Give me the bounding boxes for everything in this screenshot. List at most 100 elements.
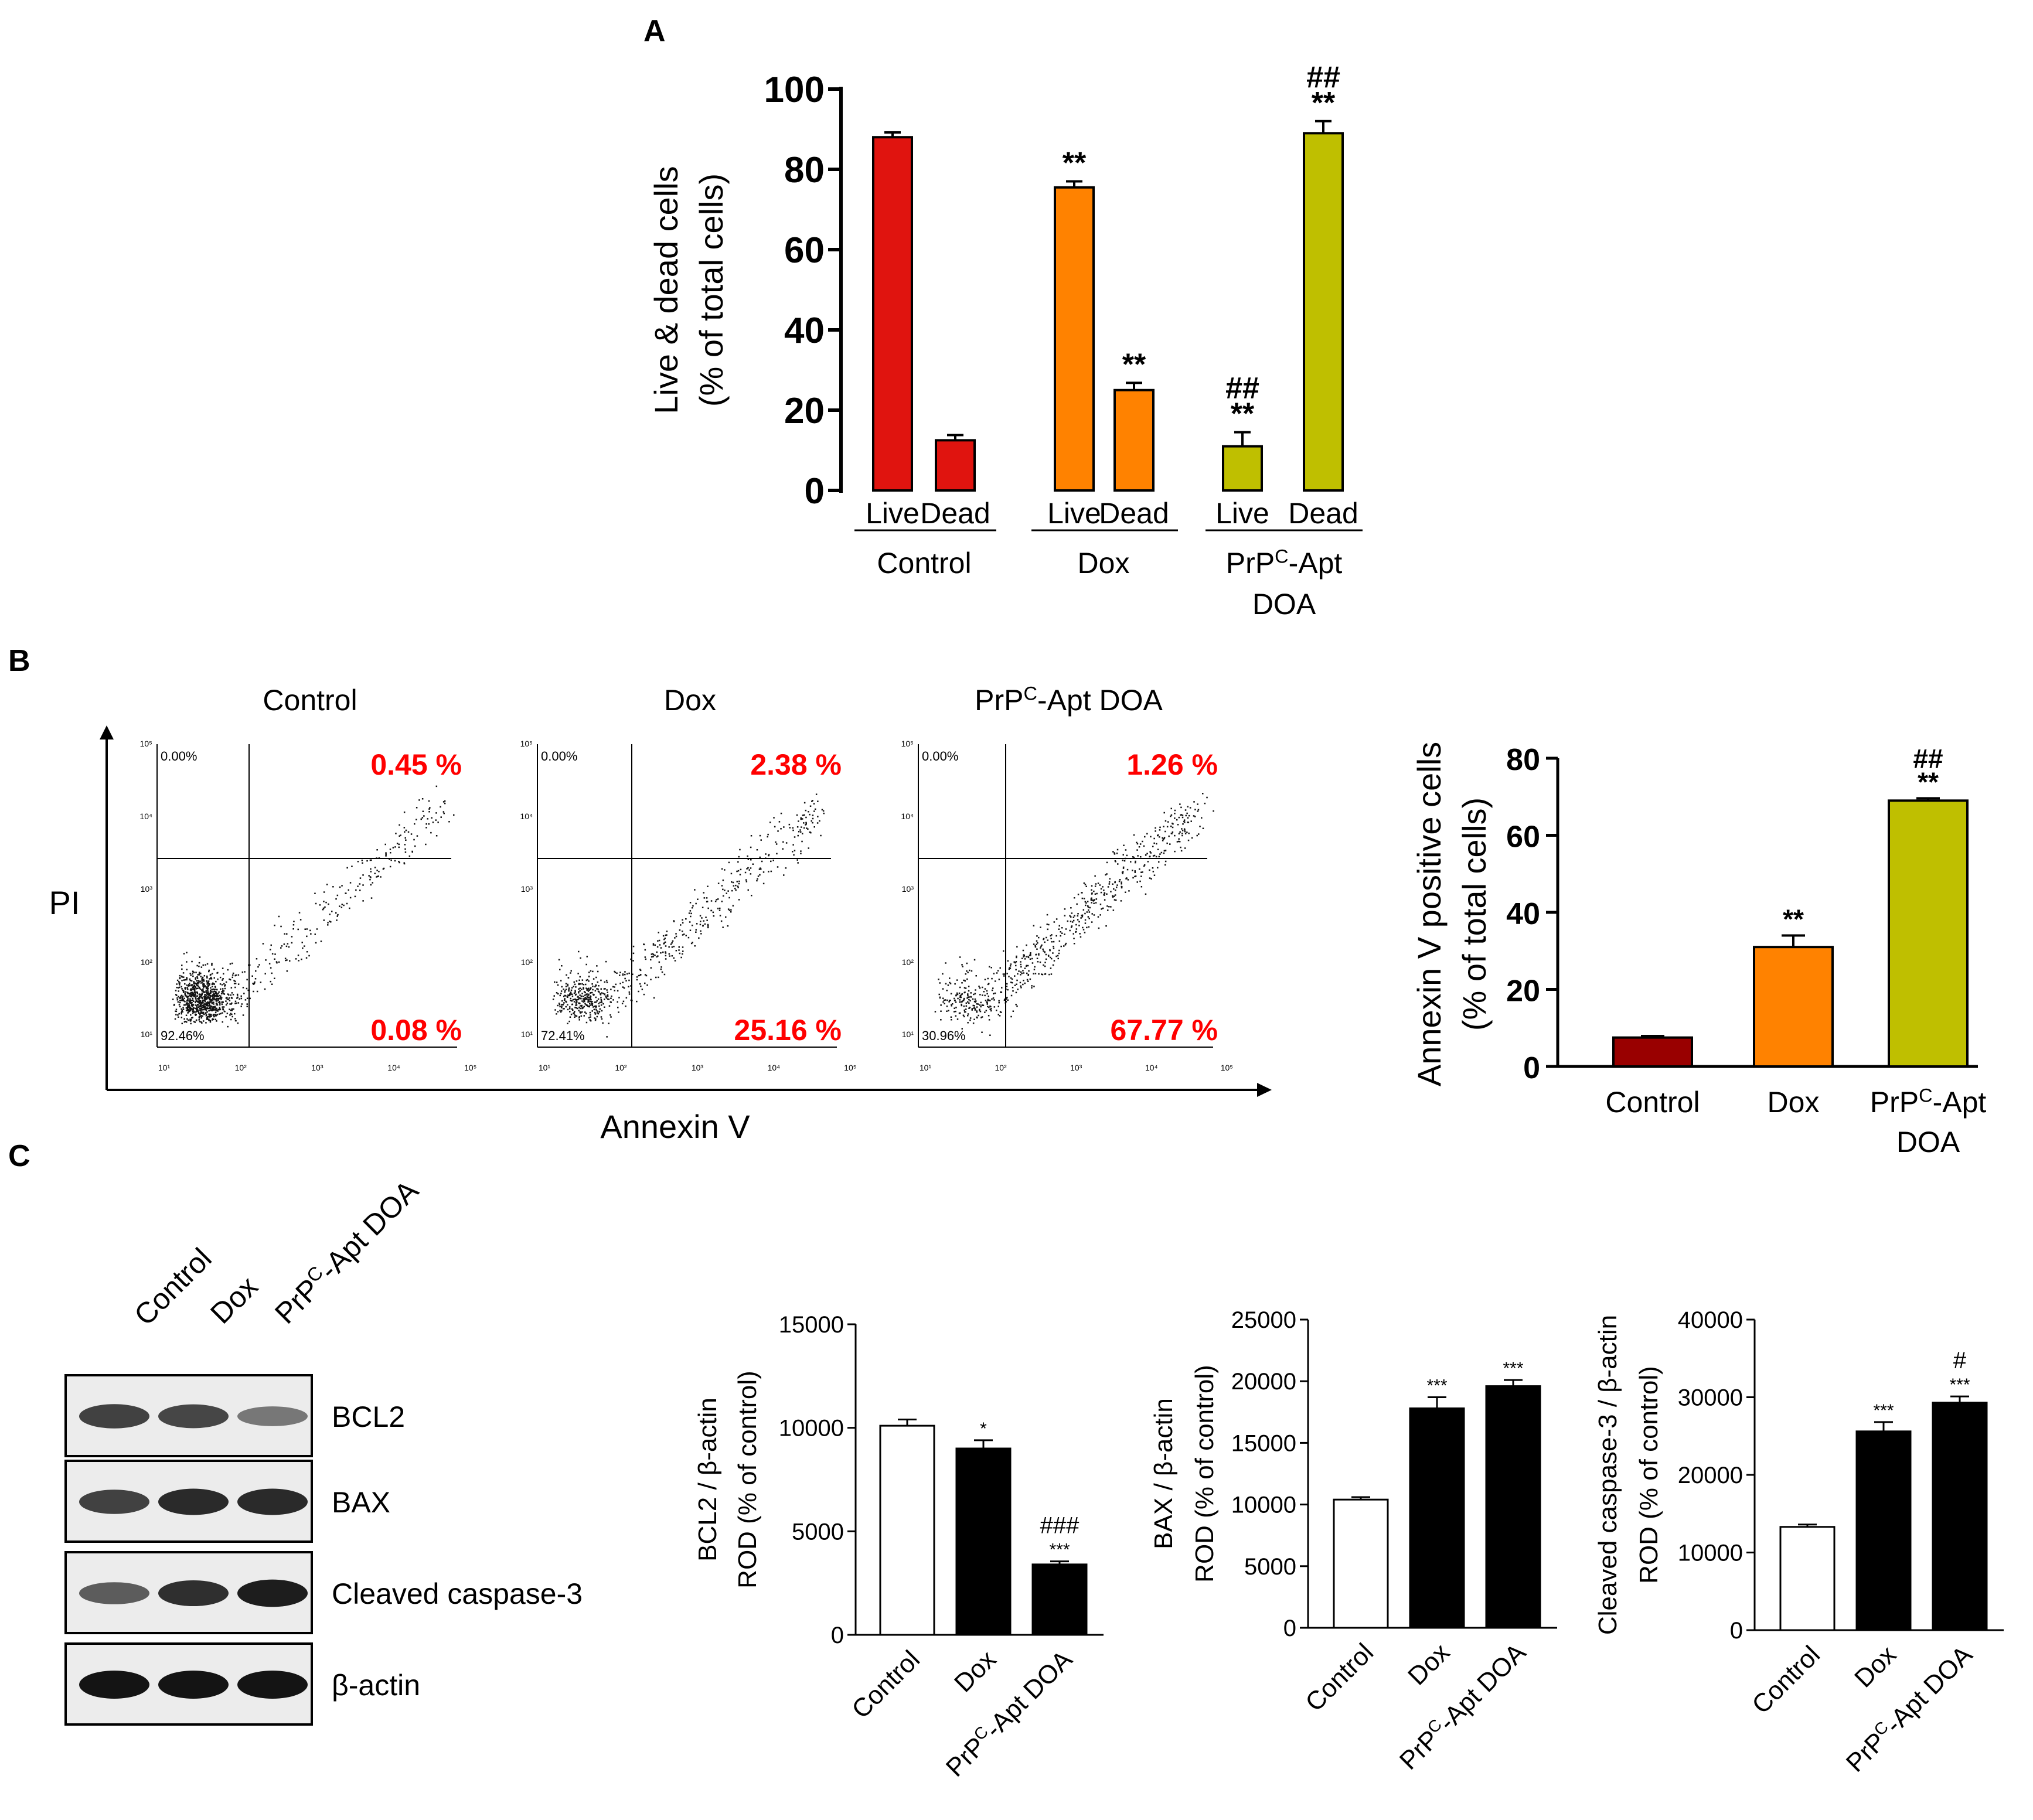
flow-dots [934, 793, 1214, 1036]
y-tick-label: 0 [805, 471, 825, 512]
flow-y-tick: 10⁵ [520, 739, 533, 748]
flow-y-tick: 10¹ [141, 1030, 153, 1039]
arrow-right-icon [1257, 1083, 1272, 1097]
group-label: Dox [1078, 547, 1130, 580]
blot-band [158, 1580, 229, 1607]
y-tick-label: 40000 [1678, 1307, 1743, 1333]
significance-mark: ** [1122, 347, 1146, 381]
bar [1113, 388, 1155, 492]
bar [1932, 1402, 1988, 1631]
bar [1303, 132, 1344, 492]
protein-label: BCL2 [332, 1400, 405, 1433]
bar [872, 136, 913, 492]
lane-label: Dox [204, 1270, 264, 1330]
flow-y-tick: 10² [141, 957, 153, 967]
y-axis-title: Annexin V positive cells [1411, 742, 1448, 1086]
quadrant-lr: 25.16 % [734, 1014, 842, 1047]
flow-x-tick: 10⁵ [844, 1063, 856, 1072]
flow-x-tick: 10⁵ [1221, 1063, 1233, 1072]
y-axis-title: BCL2 / β-actin [693, 1398, 722, 1562]
flow-x-tick: 10³ [311, 1063, 323, 1072]
quadrant-lr: 0.08 % [370, 1014, 462, 1047]
flow-x-tick: 10³ [1070, 1063, 1082, 1072]
significance-mark: ** [1231, 397, 1255, 431]
bar [1888, 799, 1969, 1068]
bar [1333, 1498, 1389, 1629]
bar [1612, 1036, 1693, 1068]
bar [1054, 186, 1095, 492]
bar [955, 1447, 1012, 1636]
y-axis-title: (% of total cells) [693, 173, 730, 407]
significance-mark: ** [1918, 766, 1939, 797]
y-tick-label: 0 [1523, 1051, 1540, 1085]
y-tick-label: 60 [784, 230, 825, 271]
flow-y-tick: 10⁵ [140, 739, 152, 748]
blot-band [158, 1671, 229, 1699]
flow-x-tick: 10² [235, 1063, 247, 1072]
y-tick-label: 60 [1506, 820, 1540, 854]
panel-label-a: A [643, 14, 666, 48]
bar [1031, 1563, 1088, 1636]
flow-title: PrPC-Apt DOA [975, 683, 1163, 717]
quadrant-lr: 67.77 % [1111, 1014, 1218, 1047]
quadrant-ur: 2.38 % [750, 748, 842, 781]
protein-label: Cleaved caspase-3 [332, 1577, 583, 1610]
blot-band [237, 1488, 308, 1515]
quadrant-ul: 0.00% [541, 749, 577, 764]
flow-plot: PrPC-Apt DOA 0.00% 30.96% 1.26 % 67.77 % 10¹ 1… [901, 683, 1233, 1073]
y-axis-title: ROD (% of control) [1190, 1365, 1219, 1583]
chart-c-bax: 0 5000 10000 15000 20000 25000 Control *** Dox **… [1149, 1307, 1557, 1775]
group-label: PrPC-Apt [1226, 546, 1343, 580]
blot-band [237, 1579, 308, 1607]
x-category-label: Dead [920, 497, 990, 530]
flow-plot: Dox 0.00% 72.41% 2.38 % 25.16 % 10¹ 10¹ 10² 10² 1… [520, 684, 856, 1072]
x-category-label: Live [1047, 497, 1101, 530]
x-category-label: Dox [1768, 1086, 1820, 1119]
significance-mark: ** [1063, 146, 1087, 180]
y-tick-label: 20000 [1231, 1369, 1296, 1395]
bar [879, 1424, 935, 1636]
quadrant-ll: 72.41% [541, 1028, 585, 1043]
flow-x-tick: 10² [995, 1063, 1007, 1072]
y-axis-title: ROD (% of control) [733, 1371, 762, 1589]
bar [1779, 1526, 1836, 1631]
blot-band [237, 1406, 308, 1426]
flow-x-tick: 10⁵ [464, 1063, 476, 1072]
significance-mark: *** [1503, 1359, 1523, 1378]
flow-x-tick: 10⁴ [387, 1063, 400, 1072]
protein-label: β-actin [332, 1669, 420, 1702]
flow-y-tick: 10² [521, 957, 533, 967]
group-label: DOA [1252, 588, 1316, 621]
significance-mark: * [980, 1419, 987, 1439]
y-tick-label: 15000 [1231, 1430, 1296, 1456]
panel-label-b: B [8, 644, 30, 678]
significance-mark: ## [1225, 372, 1259, 405]
bar [1222, 445, 1263, 492]
y-tick-label: 0 [1283, 1615, 1296, 1641]
flow-y-tick: 10⁴ [520, 812, 533, 821]
lane-label: Control [128, 1242, 218, 1332]
x-category-label: Dead [1288, 497, 1358, 530]
y-tick-label: 40 [1506, 897, 1540, 931]
flow-cytometry-panel: PI Annexin V Control 0.00% 92.46% 0.45 % 0.08 … [49, 683, 1272, 1145]
bar [1855, 1430, 1912, 1631]
x-category-label: Control [846, 1645, 925, 1724]
quadrant-ll: 92.46% [161, 1028, 205, 1043]
chart-c-caspase: 010000200003000040000Control***Dox#***Pr… [1593, 1307, 2004, 1778]
bar [1409, 1407, 1465, 1629]
flow-x-tick: 10⁴ [1145, 1063, 1158, 1072]
significance-mark: ** [1783, 904, 1804, 934]
x-category-label: Dox [1849, 1640, 1902, 1693]
y-axis-title: ROD (% of control) [1634, 1366, 1663, 1584]
flow-y-tick: 10³ [902, 884, 914, 894]
y-axis-title: Cleaved caspase-3 / β-actin [1593, 1315, 1622, 1635]
group-label: Control [877, 547, 971, 580]
flow-y-tick: 10³ [521, 884, 533, 894]
y-tick-label: 5000 [792, 1519, 844, 1545]
significance-mark: ## [1306, 60, 1340, 94]
flow-x-tick: 10² [615, 1063, 627, 1072]
blot-band [79, 1490, 149, 1514]
flow-x-tick: 10¹ [158, 1063, 171, 1072]
